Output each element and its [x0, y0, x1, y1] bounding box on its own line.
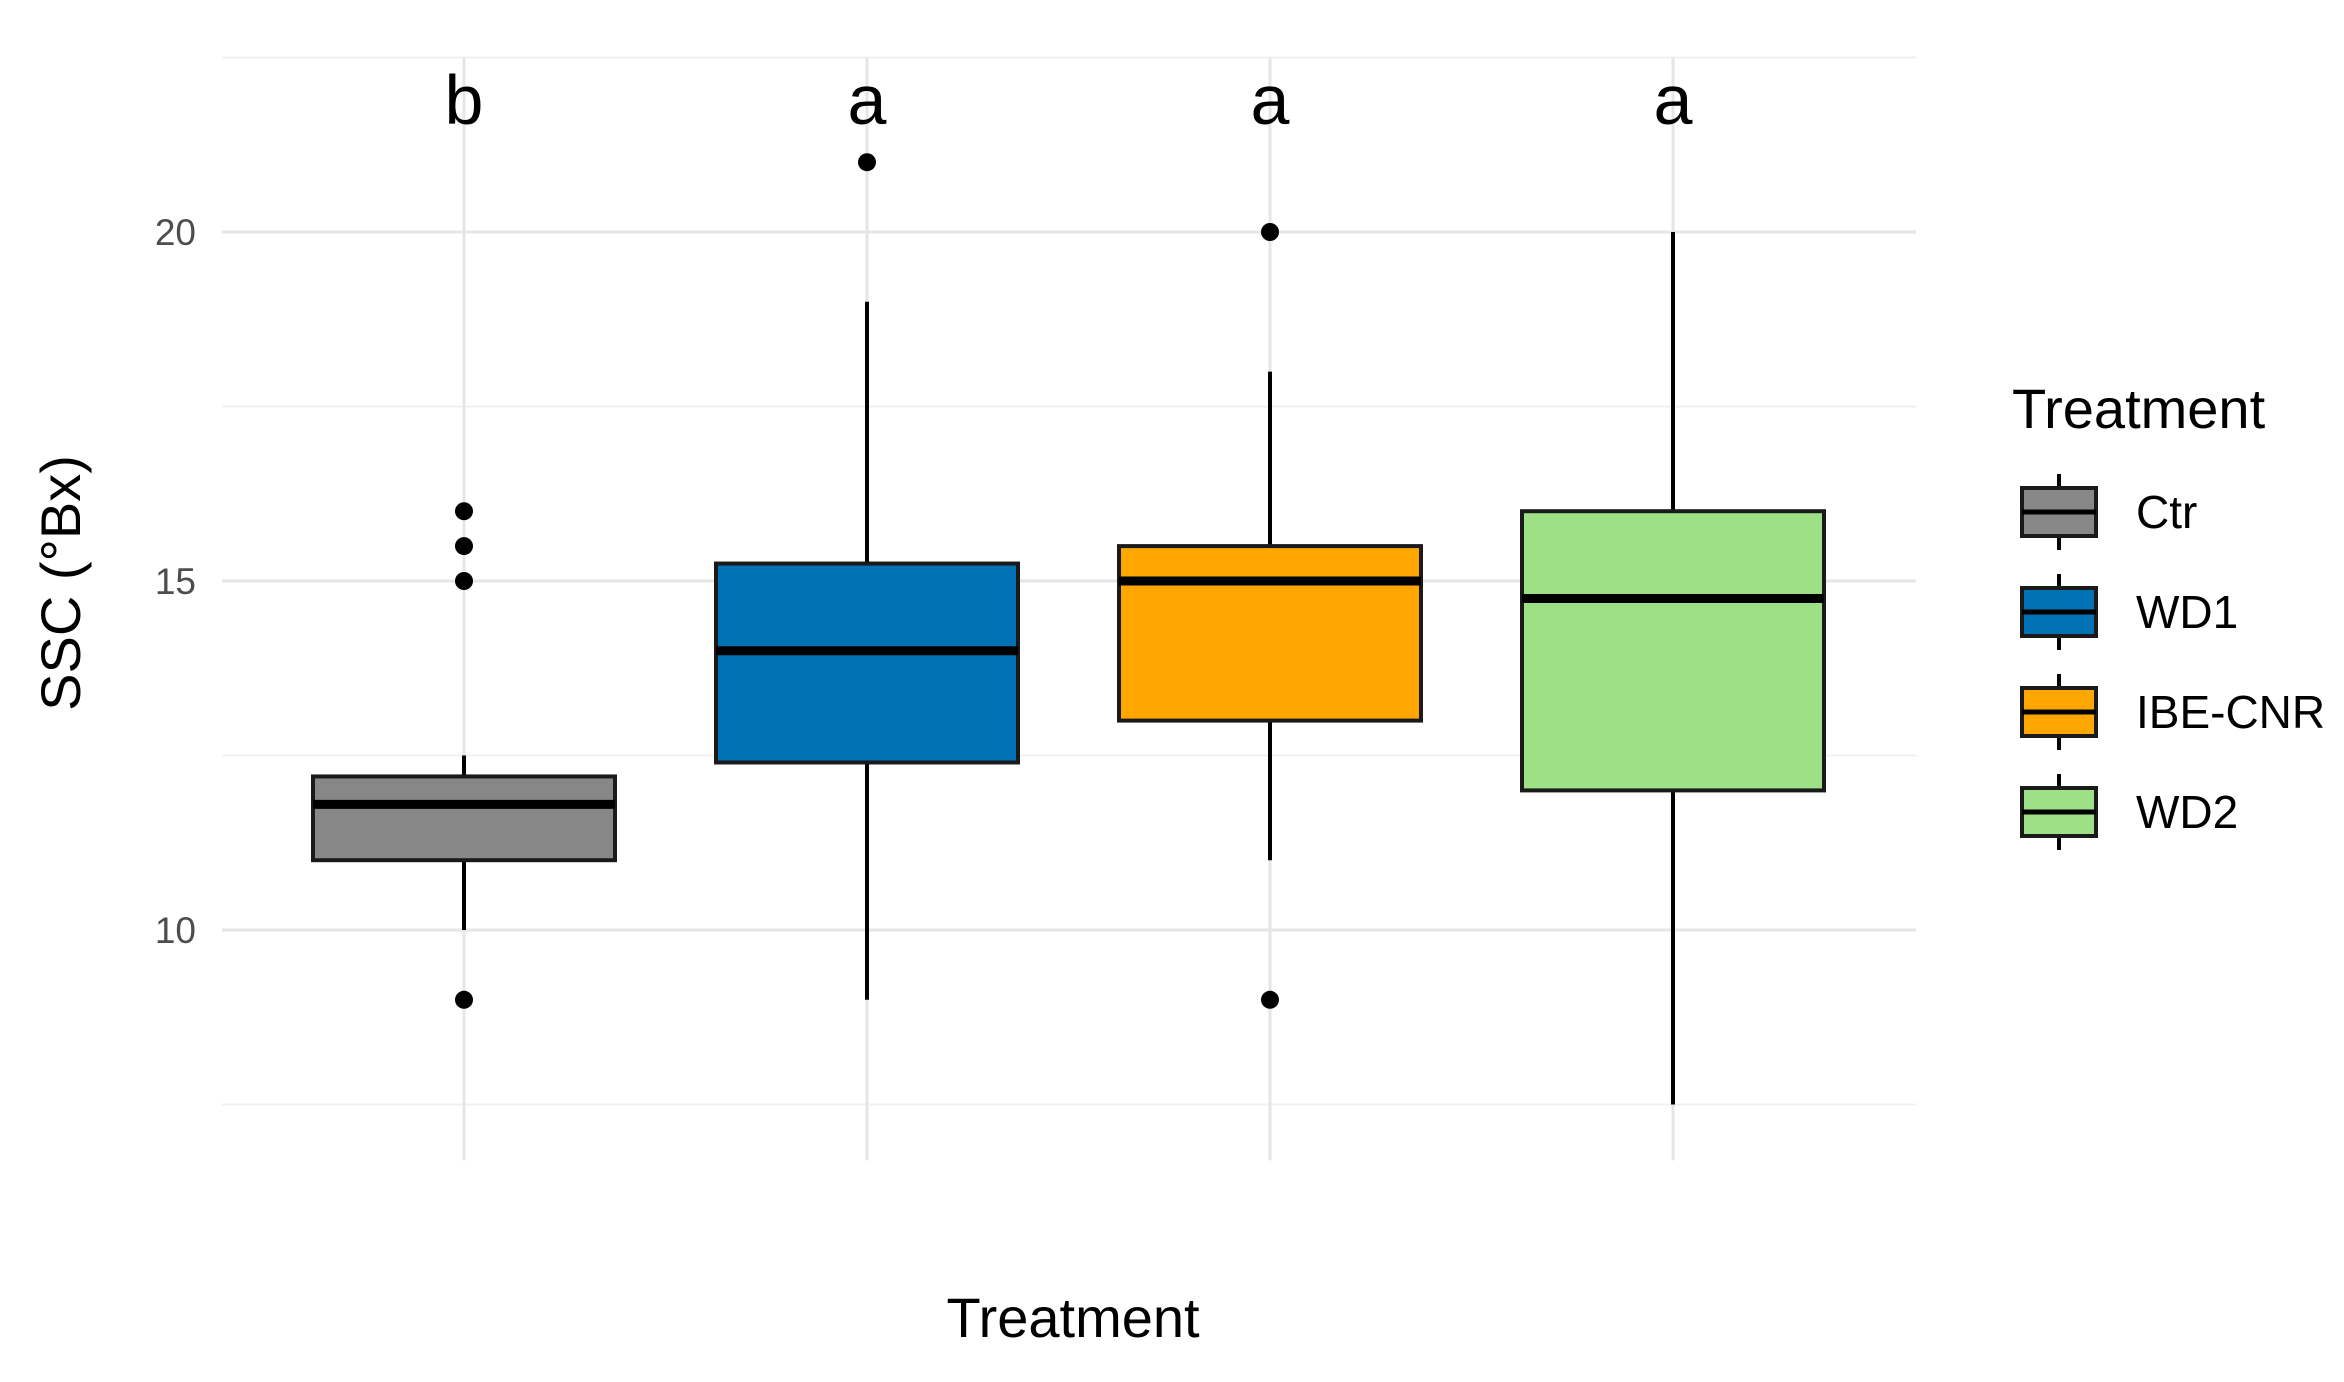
box-ctr [311, 502, 617, 1009]
outlier-point [1261, 990, 1279, 1009]
box-ibe-cnr [1117, 223, 1423, 1009]
iqr-box [1117, 544, 1423, 723]
outlier-point [858, 153, 876, 172]
legend-item-ctr: Ctr [2020, 474, 2197, 550]
legend-label: WD1 [2136, 586, 2238, 638]
iqr-box [1520, 509, 1826, 793]
legend-title: Treatment [2012, 377, 2266, 440]
y-tick-label: 20 [155, 212, 196, 253]
outlier-point [455, 502, 473, 521]
outlier-point [455, 990, 473, 1009]
legend-item-wd1: WD1 [2020, 574, 2238, 650]
legend-item-wd2: WD2 [2020, 774, 2238, 850]
box-wd1 [714, 153, 1020, 1000]
legend-label: WD2 [2136, 786, 2238, 838]
outlier-point [1261, 223, 1279, 241]
significance-letter: b [445, 61, 484, 139]
significance-letter: a [1654, 61, 1693, 139]
significance-letter: a [848, 61, 887, 139]
y-axis-ticks: 10 15 20 [155, 212, 196, 951]
y-axis-title: SSC (°Bx) [29, 455, 92, 711]
significance-letter: a [1251, 61, 1290, 139]
outlier-point [455, 572, 473, 590]
iqr-box [311, 774, 617, 863]
y-tick-label: 15 [155, 561, 196, 602]
legend-label: IBE-CNR [2136, 686, 2325, 738]
iqr-box [714, 561, 1020, 765]
legend: Treatment Ctr WD1 IBE-CNR WD2 [2012, 377, 2325, 850]
outlier-point [455, 537, 473, 556]
box-plots [311, 153, 1826, 1105]
y-tick-label: 10 [155, 910, 196, 951]
x-axis-title: Treatment [946, 1286, 1200, 1349]
legend-item-ibe-cnr: IBE-CNR [2020, 674, 2325, 750]
legend-label: Ctr [2136, 486, 2197, 538]
box-wd2 [1520, 232, 1826, 1105]
